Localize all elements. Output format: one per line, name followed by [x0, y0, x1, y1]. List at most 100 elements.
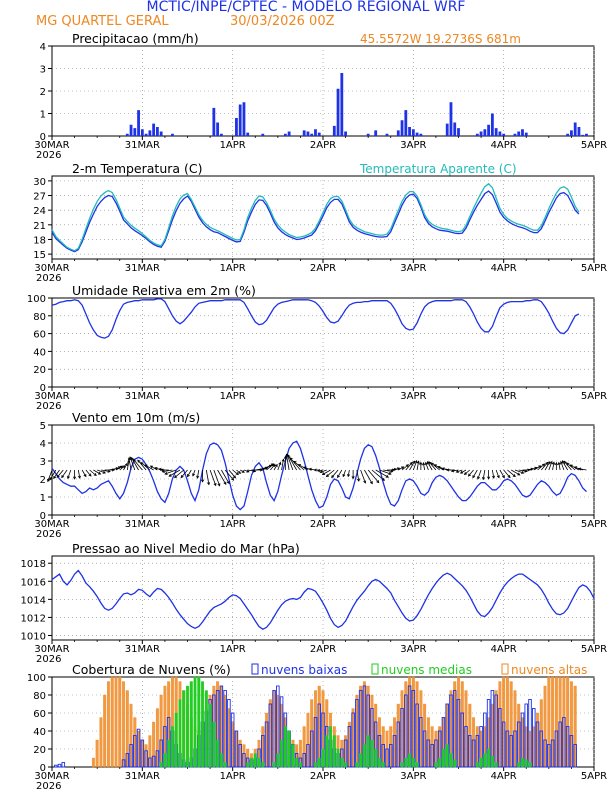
- wind-vector: [273, 464, 278, 471]
- wind-vector-head: [168, 473, 172, 477]
- x-year-label: 2026: [36, 654, 61, 665]
- x-tick-label: 2APR: [310, 263, 336, 274]
- x-year-label: 2026: [36, 529, 61, 540]
- wind-vector-head: [93, 473, 97, 477]
- chart-title: Precipitacao (mm/h): [72, 31, 199, 46]
- cloud-bar-nuvens-baixas: [505, 730, 510, 768]
- x-tick-label: 4APR: [491, 644, 517, 655]
- wind-vector: [277, 462, 281, 471]
- precip-bar: [212, 107, 216, 136]
- cloud-bar-nuvens-medias: [272, 762, 276, 768]
- wind-vector: [491, 469, 495, 479]
- wind-vector-head: [517, 472, 521, 476]
- wind-vector: [416, 461, 420, 471]
- wind-vector-head: [241, 469, 245, 473]
- wind-vector: [196, 469, 200, 479]
- wind-vector: [174, 469, 184, 478]
- y-tick-label: 4: [40, 439, 46, 450]
- precip-bar: [235, 118, 238, 136]
- wind-vector: [390, 468, 397, 471]
- wind-vector-head: [491, 475, 495, 479]
- wind-vector: [331, 469, 339, 478]
- wind-vector: [162, 469, 173, 473]
- precip-bar: [400, 120, 404, 136]
- wind-vector-head: [226, 480, 230, 485]
- chart-title: Pressao ao Nivel Medio do Mar (hPa): [72, 541, 300, 556]
- wind-vector: [326, 469, 335, 477]
- precip-bar: [585, 133, 588, 136]
- wind-vector-head: [196, 475, 200, 479]
- cloud-bar-nuvens-baixas: [392, 735, 397, 768]
- cloud-bar-nuvens-altas: [95, 739, 99, 768]
- wind-vector-head: [232, 475, 236, 479]
- legend-swatch: [251, 663, 259, 675]
- wind-vector-head: [83, 474, 87, 478]
- wind-vector-head: [337, 474, 340, 479]
- x-tick-label: 4APR: [491, 263, 517, 274]
- wind-vector: [367, 469, 380, 483]
- wind-vector: [482, 469, 486, 480]
- precip-bar: [140, 129, 144, 136]
- y-tick-label: 24: [33, 206, 46, 217]
- wind-vector-head: [385, 474, 389, 478]
- wind-vector-head: [88, 473, 92, 477]
- cloud-bar-nuvens-baixas: [242, 753, 246, 768]
- precip-bar: [302, 130, 306, 136]
- wind-vector: [144, 464, 154, 471]
- chart-temp: 30MAR 31MAR 1APR 2APR 3APR 4APR 5APR 2026 15 18 21…: [33, 161, 607, 284]
- wind-vector-head: [319, 470, 323, 474]
- cloud-bar-nuvens-baixas: [133, 735, 137, 768]
- cloud-bar-nuvens-medias: [253, 753, 257, 768]
- wind-vector-head: [527, 468, 531, 472]
- x-tick-label: 1APR: [220, 519, 246, 530]
- cloud-bar-nuvens-medias: [159, 762, 163, 768]
- wind-vector: [342, 469, 346, 477]
- wind-vector-head: [237, 470, 242, 474]
- precip-bar: [287, 131, 291, 136]
- cloud-bar-nuvens-medias: [453, 759, 457, 768]
- wind-vector: [236, 469, 241, 474]
- cloud-bar-nuvens-baixas: [456, 699, 461, 768]
- cloud-bar-nuvens-baixas: [569, 735, 574, 768]
- cloud-bar-nuvens-medias: [479, 757, 483, 768]
- wind-vector-head: [569, 464, 573, 468]
- cloud-bar-nuvens-baixas: [471, 739, 476, 768]
- wind-vector-head: [496, 475, 500, 479]
- x-tick-label: 4APR: [491, 519, 517, 530]
- wind-vector-head: [450, 469, 455, 473]
- x-tick-label: 30MAR: [34, 391, 69, 402]
- legend-swatch: [501, 663, 509, 675]
- cloud-bar-nuvens-medias: [336, 748, 340, 768]
- cloud-bar-nuvens-medias: [280, 739, 284, 768]
- precip-bar: [216, 122, 220, 136]
- cloud-bar-nuvens-medias: [494, 762, 498, 768]
- precip-bar: [144, 133, 148, 136]
- y-tick-label: 18: [33, 235, 46, 246]
- wind-vector-head: [363, 480, 367, 484]
- cloud-bar-nuvens-medias: [449, 753, 453, 768]
- cloud-bar-nuvens-medias: [197, 676, 201, 768]
- precip-bar: [332, 125, 336, 136]
- cloud-bar-nuvens-medias: [283, 726, 287, 768]
- wind-vector-head: [207, 482, 211, 486]
- cloud-bar-nuvens-baixas: [573, 744, 577, 768]
- y-tick-label: 1016: [21, 577, 46, 588]
- cloud-bar-nuvens-baixas: [430, 744, 434, 768]
- cloud-bar-nuvens-baixas: [234, 730, 239, 768]
- x-year-label: 2026: [36, 273, 61, 284]
- wind-vector: [100, 469, 111, 472]
- wind-vector: [77, 469, 81, 479]
- wind-vector-head: [566, 462, 570, 466]
- wind-vector-head: [563, 460, 567, 464]
- wind-vector: [133, 459, 143, 471]
- cloud-bar-nuvens-medias: [377, 757, 381, 768]
- wind-vector-head: [73, 476, 77, 480]
- cloud-bar-nuvens-medias: [329, 726, 332, 768]
- x-tick-label: 3APR: [400, 391, 426, 402]
- y-tick-label: 100: [27, 673, 46, 684]
- wind-vector: [137, 459, 147, 471]
- wind-vector-head: [501, 475, 505, 479]
- precip-bar: [502, 133, 506, 136]
- x-tick-label: 30MAR: [34, 644, 69, 655]
- precip-bar: [408, 127, 411, 136]
